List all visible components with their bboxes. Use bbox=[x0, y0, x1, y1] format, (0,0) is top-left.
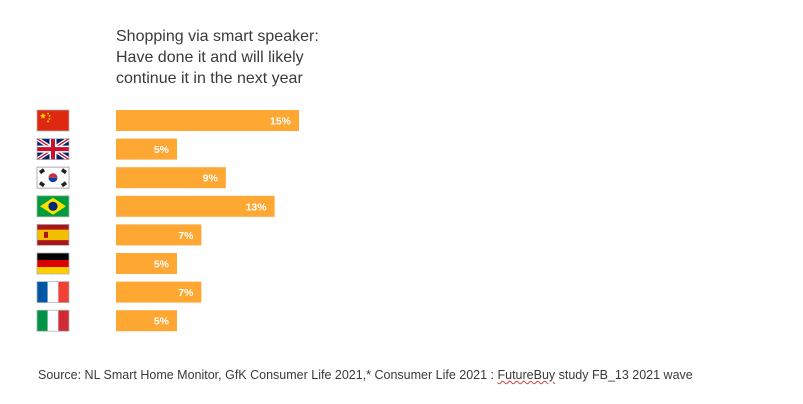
source-text-end: study FB_13 2021 wave bbox=[555, 368, 693, 382]
flag-china-icon bbox=[36, 109, 70, 132]
bar-france bbox=[116, 281, 202, 303]
title-line-3: continue it in the next year bbox=[116, 70, 303, 87]
title-line-2: Have done it and will likely bbox=[116, 49, 304, 66]
data-label: 5% bbox=[154, 316, 170, 328]
bar-united-kingdom bbox=[116, 138, 177, 160]
chart-title: Shopping via smart speaker: Have done it… bbox=[116, 26, 446, 89]
bar-china bbox=[116, 110, 299, 131]
data-label: 15% bbox=[270, 116, 292, 128]
bar-spain bbox=[116, 224, 202, 246]
source-note: Source: NL Smart Home Monitor, GfK Consu… bbox=[38, 368, 693, 382]
data-label: 7% bbox=[178, 230, 194, 242]
flag-uk-icon bbox=[35, 136, 71, 162]
data-label: 7% bbox=[178, 287, 194, 299]
data-label: 5% bbox=[154, 144, 170, 156]
flag-brazil-icon bbox=[36, 195, 70, 218]
flag-france-icon bbox=[36, 281, 70, 304]
bar-italy bbox=[116, 310, 177, 332]
bar-brazil bbox=[116, 195, 275, 217]
title-line-1: Shopping via smart speaker: bbox=[116, 28, 319, 45]
flag-italy-icon bbox=[36, 309, 70, 332]
flag-germany-icon bbox=[36, 252, 70, 275]
source-text: Source: NL Smart Home Monitor, GfK Consu… bbox=[38, 368, 498, 382]
bar-germany bbox=[116, 253, 177, 274]
data-label: 9% bbox=[203, 173, 219, 185]
source-futurebuy: FutureBuy bbox=[497, 368, 556, 382]
bar-south-korea bbox=[116, 167, 226, 189]
flag-spain-icon bbox=[36, 223, 70, 246]
data-label: 13% bbox=[246, 201, 268, 213]
data-label: 5% bbox=[154, 259, 170, 271]
flag-south-korea-icon bbox=[36, 166, 70, 189]
